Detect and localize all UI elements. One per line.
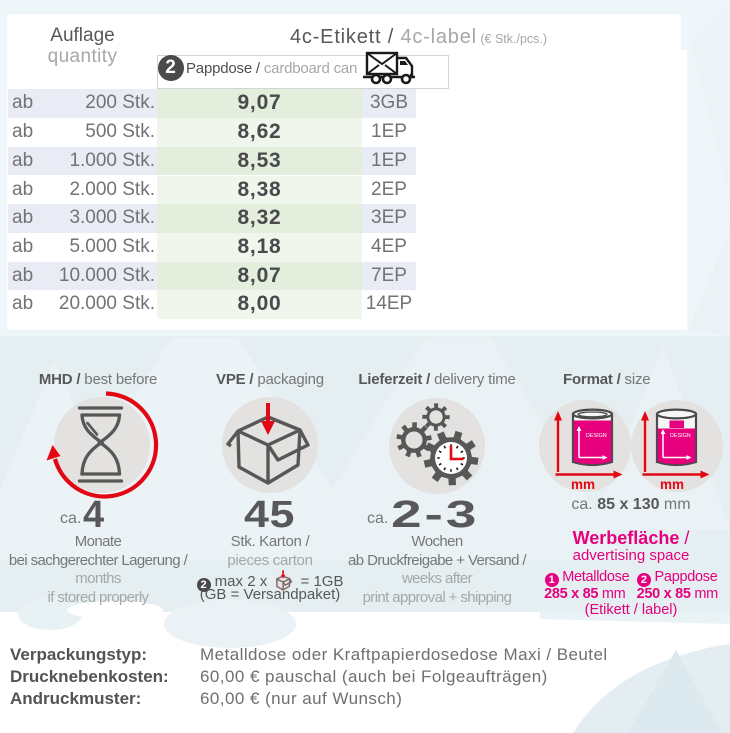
svg-text:DESIGN: DESIGN	[670, 433, 691, 439]
svg-text:DESIGN: DESIGN	[586, 433, 607, 439]
